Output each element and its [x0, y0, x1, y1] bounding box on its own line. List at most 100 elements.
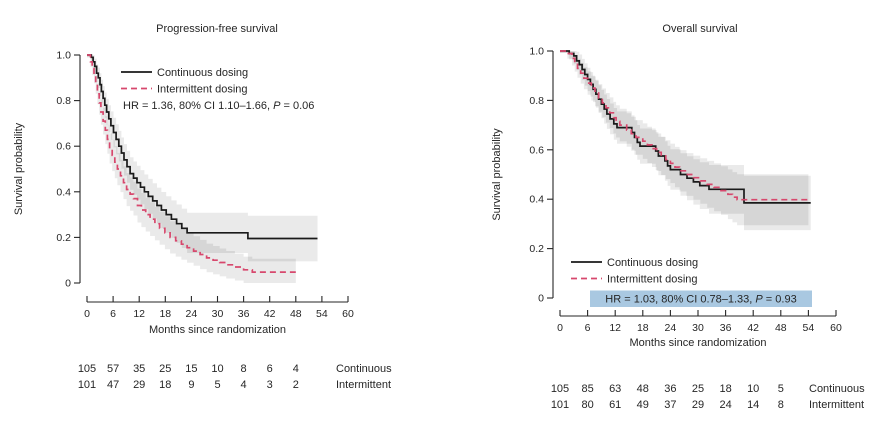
- y-tick-label: 0.6: [529, 144, 544, 156]
- x-tick-label: 48: [775, 322, 787, 334]
- y-tick-label: 1.0: [56, 50, 71, 62]
- at-risk-value: 10: [747, 383, 759, 395]
- at-risk-value: 35: [133, 363, 145, 375]
- os-legend: Continuous dosing Intermittent dosing HR…: [571, 257, 812, 307]
- y-tick-label: 0.2: [56, 232, 71, 244]
- at-risk-value: 14: [747, 399, 759, 411]
- km-curve-continuous: [87, 54, 318, 240]
- at-risk-value: 25: [159, 363, 171, 375]
- y-tick-label: 0.4: [529, 194, 544, 206]
- pfs-legend: Continuous dosing Intermittent dosing HR…: [121, 67, 314, 112]
- ci-band-intermittent: [560, 51, 809, 227]
- x-tick-label: 18: [637, 322, 649, 334]
- at-risk-value: 101: [551, 399, 569, 411]
- os-hr-p-label: P: [755, 294, 763, 306]
- y-tick-label: 0: [538, 293, 544, 305]
- x-tick-label: 48: [290, 308, 302, 320]
- pfs-legend-label-continuous: Continuous dosing: [157, 67, 248, 79]
- os-plot-title: Overall survival: [662, 23, 737, 35]
- at-risk-value: 4: [241, 379, 247, 391]
- pfs-at-risk-label-intermittent: Intermittent: [336, 379, 391, 391]
- y-tick-label: 0.8: [529, 95, 544, 107]
- y-tick-label: 1.0: [529, 46, 544, 58]
- x-tick-label: 24: [665, 322, 677, 334]
- ci-band-continuous: [560, 51, 811, 231]
- os-hr-highlight: [590, 290, 812, 307]
- pfs-hr-prefix: HR = 1.36, 80% CI 1.10–1.66,: [123, 100, 273, 112]
- x-tick-label: 6: [585, 322, 591, 334]
- x-tick-label: 6: [110, 308, 116, 320]
- at-risk-value: 101: [78, 379, 96, 391]
- x-tick-label: 0: [84, 308, 90, 320]
- x-tick-label: 24: [186, 308, 198, 320]
- os-at-risk-label-continuous: Continuous: [809, 383, 865, 395]
- km-curve-intermittent: [87, 54, 296, 273]
- at-risk-value: 9: [188, 379, 194, 391]
- os-hr-prefix: HR = 1.03, 80% CI 0.78–1.33,: [605, 294, 755, 306]
- at-risk-value: 29: [692, 399, 704, 411]
- km-curve-intermittent: [560, 50, 809, 201]
- at-risk-value: 8: [241, 363, 247, 375]
- y-tick-label: 0.4: [56, 186, 71, 198]
- x-tick-label: 0: [557, 322, 563, 334]
- at-risk-value: 18: [159, 379, 171, 391]
- at-risk-value: 8: [778, 399, 784, 411]
- at-risk-value: 57: [107, 363, 119, 375]
- pfs-hr-annotation: HR = 1.36, 80% CI 1.10–1.66, P = 0.06: [123, 100, 314, 112]
- pfs-at-risk-label-continuous: Continuous: [336, 363, 392, 375]
- x-tick-label: 60: [830, 322, 842, 334]
- at-risk-value: 10: [211, 363, 223, 375]
- km-curve-continuous: [560, 50, 811, 204]
- y-tick-label: 0.8: [56, 95, 71, 107]
- os-x-axis-label: Months since randomization: [630, 337, 767, 349]
- at-risk-value: 25: [692, 383, 704, 395]
- pfs-legend-label-intermittent: Intermittent dosing: [157, 84, 248, 96]
- os-hr-suffix: = 0.93: [763, 294, 797, 306]
- os-legend-label-intermittent: Intermittent dosing: [607, 274, 698, 286]
- x-tick-label: 36: [720, 322, 732, 334]
- pfs-hr-p-label: P: [273, 100, 281, 112]
- x-tick-label: 42: [747, 322, 759, 334]
- ci-band-intermittent: [87, 55, 296, 283]
- at-risk-value: 85: [581, 383, 593, 395]
- pfs-hr-suffix: = 0.06: [280, 100, 314, 112]
- pfs-plot-title: Progression-free survival: [156, 23, 278, 35]
- at-risk-value: 63: [609, 383, 621, 395]
- x-tick-label: 18: [159, 308, 171, 320]
- at-risk-value: 18: [719, 383, 731, 395]
- at-risk-value: 105: [551, 383, 569, 395]
- x-tick-label: 12: [609, 322, 621, 334]
- at-risk-value: 37: [664, 399, 676, 411]
- x-tick-label: 12: [133, 308, 145, 320]
- pfs-x-axis-label: Months since randomization: [149, 324, 286, 336]
- ci-band-continuous: [87, 55, 318, 263]
- y-tick-label: 0.6: [56, 141, 71, 153]
- at-risk-value: 49: [637, 399, 649, 411]
- os-legend-label-continuous: Continuous dosing: [607, 257, 698, 269]
- at-risk-value: 47: [107, 379, 119, 391]
- at-risk-value: 29: [133, 379, 145, 391]
- at-risk-value: 61: [609, 399, 621, 411]
- at-risk-value: 48: [637, 383, 649, 395]
- at-risk-value: 3: [267, 379, 273, 391]
- os-y-axis-label: Survival probability: [491, 128, 503, 221]
- at-risk-value: 2: [293, 379, 299, 391]
- os-hr-annotation: HR = 1.03, 80% CI 0.78–1.33, P = 0.93: [605, 294, 796, 306]
- x-tick-label: 30: [212, 308, 224, 320]
- x-tick-label: 36: [238, 308, 250, 320]
- x-tick-label: 42: [264, 308, 276, 320]
- at-risk-value: 6: [267, 363, 273, 375]
- x-tick-label: 30: [692, 322, 704, 334]
- pfs-y-axis-label: Survival probability: [13, 122, 25, 215]
- at-risk-value: 105: [78, 363, 96, 375]
- y-tick-label: 0.2: [529, 243, 544, 255]
- at-risk-value: 80: [581, 399, 593, 411]
- at-risk-value: 5: [778, 383, 784, 395]
- y-tick-label: 0: [65, 278, 71, 290]
